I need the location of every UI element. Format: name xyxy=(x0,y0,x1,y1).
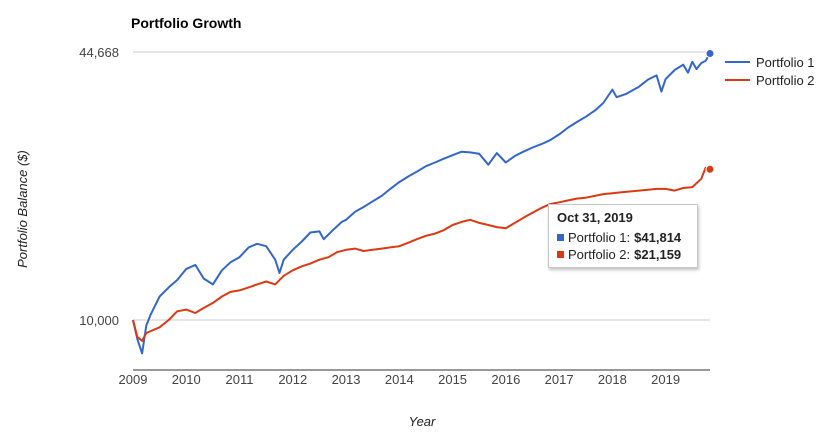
legend: Portfolio 1 Portfolio 2 xyxy=(725,55,815,88)
x-axis-ticks: 2009 2010 2011 2012 2013 2014 2015 2016 2017 2018… xyxy=(119,372,681,387)
chart-title: Portfolio Growth xyxy=(131,15,241,31)
tooltip-label: Portfolio 1: xyxy=(568,230,631,245)
x-tick-label: 2012 xyxy=(278,372,307,387)
x-axis-title: Year xyxy=(409,414,436,429)
tooltip-value: $41,814 xyxy=(634,230,682,245)
x-tick-label: 2009 xyxy=(119,372,148,387)
x-tick-label: 2017 xyxy=(545,372,574,387)
tooltip-swatch xyxy=(557,251,564,258)
series-lines xyxy=(132,48,715,355)
tooltip-label: Portfolio 2: xyxy=(568,247,631,262)
gridlines xyxy=(133,51,710,371)
series-line-portfolio-1 xyxy=(132,52,711,355)
legend-label: Portfolio 2 xyxy=(756,73,815,88)
x-tick-label: 2016 xyxy=(491,372,520,387)
x-tick-label: 2015 xyxy=(438,372,467,387)
tooltip-value: $21,159 xyxy=(634,247,682,262)
y-axis-title: Portfolio Balance ($) xyxy=(15,150,30,268)
y-tick-label: 10,000 xyxy=(79,313,119,328)
tooltip-date: Oct 31, 2019 xyxy=(557,210,633,225)
x-tick-label: 2010 xyxy=(172,372,201,387)
y-tick-label: 44,668 xyxy=(79,45,119,60)
legend-label: Portfolio 1 xyxy=(756,55,815,70)
x-tick-label: 2011 xyxy=(226,372,254,387)
series-end-point xyxy=(705,164,715,174)
series-end-point xyxy=(705,48,715,58)
x-tick-label: 2013 xyxy=(332,372,361,387)
x-tick-label: 2014 xyxy=(385,372,414,387)
series-line-portfolio-2 xyxy=(132,166,711,342)
tooltip-row-portfolio-1: Portfolio 1: $41,814 xyxy=(557,229,689,246)
tooltip-row-portfolio-2: Portfolio 2: $21,159 xyxy=(557,246,689,263)
tooltip: Oct 31, 2019 Portfolio 1: $41,814 Portfo… xyxy=(548,204,698,268)
y-axis-ticks: 10,000 44,668 xyxy=(79,45,119,328)
x-tick-label: 2019 xyxy=(651,372,680,387)
tooltip-swatch xyxy=(557,234,564,241)
x-tick-label: 2018 xyxy=(598,372,627,387)
